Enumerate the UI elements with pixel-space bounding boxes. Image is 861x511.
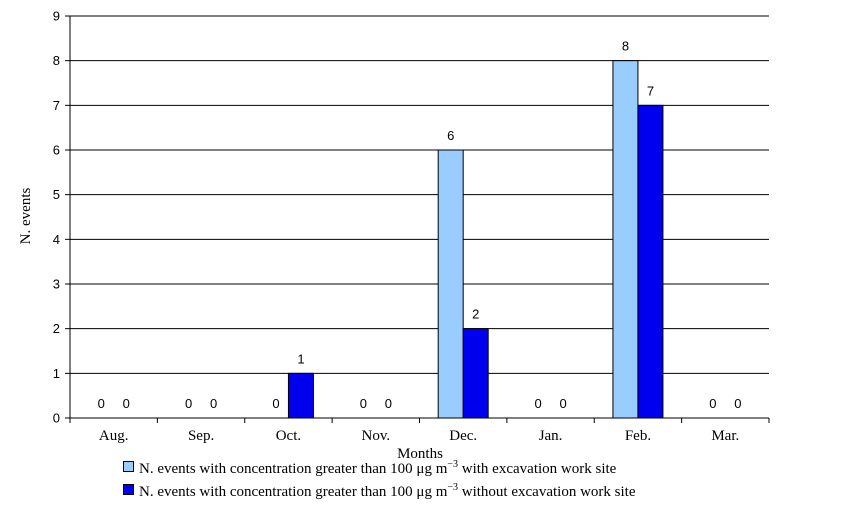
data-label: 7 <box>647 83 654 98</box>
y-axis-ticks: 0 1 2 3 4 5 6 7 8 9 <box>53 9 70 426</box>
gridlines <box>70 15 769 374</box>
legend-superscript: −3 <box>447 482 459 493</box>
data-label: 0 <box>210 396 217 411</box>
x-tick-label: Aug. <box>99 428 129 444</box>
x-tick-label: Sep. <box>188 428 214 444</box>
y-tick-label: 8 <box>53 53 60 68</box>
data-label: 0 <box>534 396 541 411</box>
legend-label-suffix: with excavation work site <box>458 461 617 477</box>
data-label: 0 <box>123 396 130 411</box>
y-tick-label: 4 <box>53 232 60 247</box>
data-label: 0 <box>185 396 192 411</box>
data-label: 0 <box>98 396 105 411</box>
x-tick-label: Mar. <box>711 428 739 444</box>
legend-label: N. events with concentration greater tha… <box>139 461 448 477</box>
x-tick-label: Dec. <box>449 428 477 444</box>
data-label: 6 <box>447 128 454 143</box>
legend-label: N. events with concentration greater tha… <box>139 484 448 500</box>
y-tick-label: 0 <box>53 411 60 426</box>
x-tick-label: Nov. <box>362 428 391 444</box>
y-axis-title: N. events <box>18 188 34 245</box>
bar-chart: 0 1 2 3 4 5 6 7 8 9 0 0 0 0 0 1 0 0 6 2 0 0 8 7 0 0 Aug. Sep. Oct.… <box>18 9 770 462</box>
bar <box>287 372 314 419</box>
legend-label-suffix: without excavation work site <box>458 484 636 500</box>
x-tick-label: Oct. <box>276 428 301 444</box>
y-tick-label: 9 <box>53 9 60 24</box>
legend-swatch-light-blue <box>123 461 134 472</box>
y-tick-label: 3 <box>53 277 60 292</box>
x-axis-ticks: Aug. Sep. Oct. Nov. Dec. Jan. Feb. Mar. <box>69 418 770 444</box>
data-label: 2 <box>472 307 479 322</box>
data-label: 0 <box>734 396 741 411</box>
axes <box>69 16 769 419</box>
legend-item-without-excavation: N. events with concentration greater tha… <box>123 482 636 501</box>
legend-swatch-blue <box>123 484 134 495</box>
data-label: 0 <box>385 396 392 411</box>
data-label: 8 <box>622 39 629 54</box>
x-tick-label: Jan. <box>539 428 563 444</box>
legend-item-with-excavation: N. events with concentration greater tha… <box>123 459 617 478</box>
x-axis-title: Months <box>397 446 443 462</box>
y-tick-label: 2 <box>53 321 60 336</box>
bar <box>437 149 464 419</box>
y-tick-label: 5 <box>53 187 60 202</box>
bar <box>462 328 489 419</box>
x-tick-label: Feb. <box>625 428 651 444</box>
data-label: 0 <box>559 396 566 411</box>
bars <box>287 60 664 419</box>
y-tick-label: 1 <box>53 366 60 381</box>
bar <box>637 104 664 419</box>
bar <box>612 60 639 419</box>
data-label: 0 <box>709 396 716 411</box>
data-label: 1 <box>297 351 304 366</box>
y-tick-label: 7 <box>53 98 60 113</box>
data-label: 0 <box>360 396 367 411</box>
legend-superscript: −3 <box>447 459 459 470</box>
y-tick-label: 6 <box>53 143 60 158</box>
data-label: 0 <box>272 396 279 411</box>
data-labels: 0 0 0 0 0 1 0 0 6 2 0 0 8 7 0 0 <box>98 39 742 411</box>
